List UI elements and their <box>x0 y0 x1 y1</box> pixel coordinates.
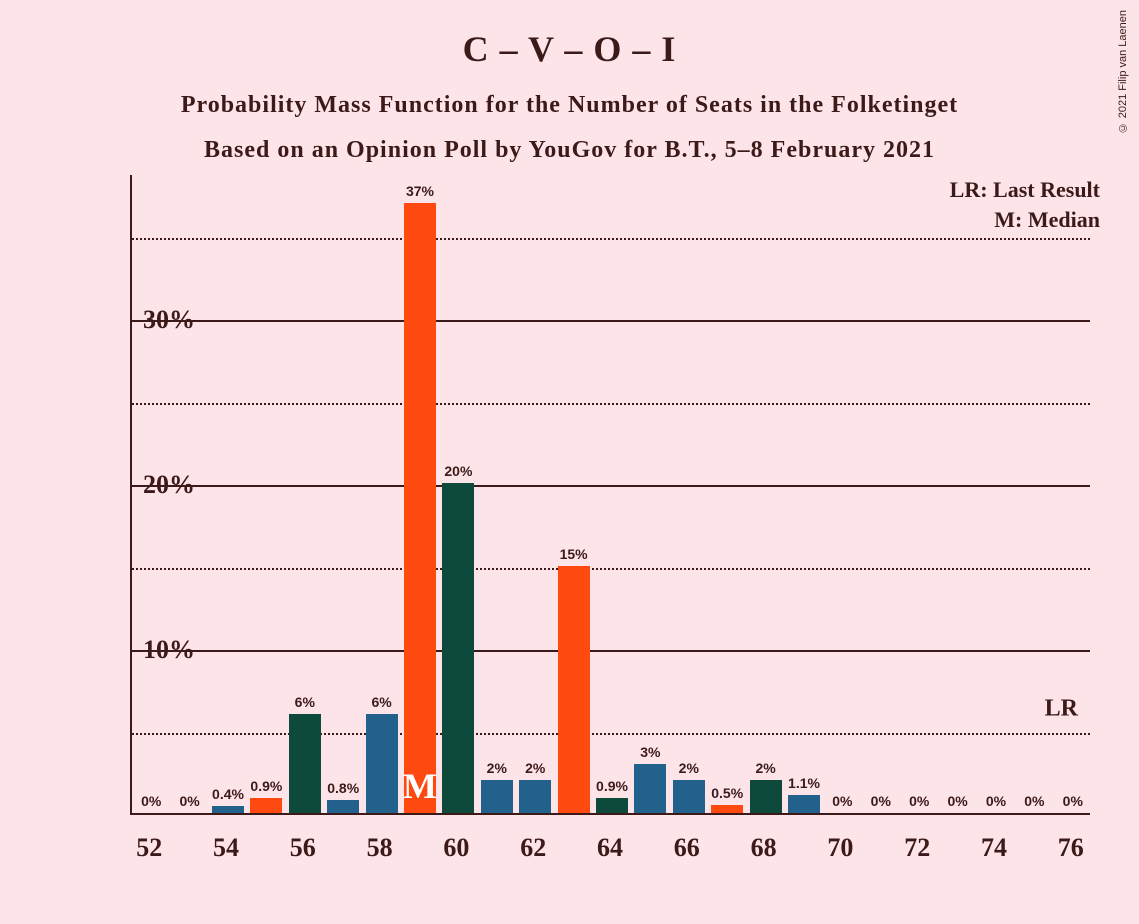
grid-line <box>132 320 1090 322</box>
bar: 2% <box>673 780 705 813</box>
bar: 2% <box>519 780 551 813</box>
chart-subtitle-2: Based on an Opinion Poll by YouGov for B… <box>0 119 1139 164</box>
bar-value-label: 0% <box>832 793 852 813</box>
bar-value-label: 0.5% <box>711 785 743 805</box>
bar-value-label: 6% <box>371 694 391 714</box>
chart-subtitle-1: Probability Mass Function for the Number… <box>0 70 1139 119</box>
chart-title: C – V – O – I <box>0 0 1139 70</box>
bar-value-label: 2% <box>755 760 775 780</box>
grid-line <box>132 238 1090 240</box>
bar: 2% <box>750 780 782 813</box>
bar-value-label: 37% <box>406 183 434 203</box>
bar-value-label: 0% <box>1063 793 1083 813</box>
median-marker: M <box>403 765 437 807</box>
x-tick-label: 72 <box>904 833 930 863</box>
bar: 0.8% <box>327 800 359 813</box>
bar-value-label: 2% <box>525 760 545 780</box>
bar: 0.9% <box>250 798 282 813</box>
bar: 15% <box>558 566 590 813</box>
bar-value-label: 15% <box>560 546 588 566</box>
lr-inline-label: LR <box>1045 695 1078 722</box>
bar-value-label: 0% <box>1024 793 1044 813</box>
x-tick-label: 58 <box>367 833 393 863</box>
bar: 37%M <box>404 203 436 813</box>
bar-value-label: 1.1% <box>788 775 820 795</box>
bar-value-label: 2% <box>487 760 507 780</box>
grid-line <box>132 568 1090 570</box>
x-tick-label: 74 <box>981 833 1007 863</box>
x-tick-label: 68 <box>751 833 777 863</box>
bar-value-label: 0% <box>909 793 929 813</box>
y-tick-label: 30% <box>143 305 195 335</box>
bar-value-label: 0.8% <box>327 780 359 800</box>
bar-value-label: 2% <box>679 760 699 780</box>
x-tick-label: 70 <box>827 833 853 863</box>
bar-value-label: 0% <box>179 793 199 813</box>
grid-line <box>132 733 1090 735</box>
x-tick-label: 62 <box>520 833 546 863</box>
bar-value-label: 0.9% <box>596 778 628 798</box>
x-tick-label: 64 <box>597 833 623 863</box>
bar: 1.1% <box>788 795 820 813</box>
bar: 3% <box>634 764 666 813</box>
x-tick-label: 54 <box>213 833 239 863</box>
bar-value-label: 0.4% <box>212 786 244 806</box>
bar-value-label: 6% <box>295 694 315 714</box>
copyright-text: © 2021 Filip van Laenen <box>1117 10 1129 133</box>
bar-value-label: 3% <box>640 744 660 764</box>
bar: 6% <box>366 714 398 813</box>
bar: 0.5% <box>711 805 743 813</box>
bar: 20% <box>442 483 474 813</box>
bar-value-label: 0.9% <box>250 778 282 798</box>
bar-value-label: 0% <box>947 793 967 813</box>
bar: 0.4% <box>212 806 244 813</box>
y-tick-label: 10% <box>143 635 195 665</box>
grid-line <box>132 650 1090 652</box>
grid-line <box>132 485 1090 487</box>
x-tick-label: 76 <box>1058 833 1084 863</box>
bar: 2% <box>481 780 513 813</box>
plot-area: 10%20%30%LR0%0%0.4%0.9%6%0.8%6%37%M20%2%… <box>130 175 1090 815</box>
bar-value-label: 0% <box>871 793 891 813</box>
bar: 6% <box>289 714 321 813</box>
bar-value-label: 20% <box>444 463 472 483</box>
grid-line <box>132 403 1090 405</box>
chart-container: LR: Last Result M: Median 10%20%30%LR0%0… <box>50 175 1110 895</box>
y-tick-label: 20% <box>143 470 195 500</box>
bar-value-label: 0% <box>986 793 1006 813</box>
x-tick-label: 52 <box>136 833 162 863</box>
x-tick-label: 56 <box>290 833 316 863</box>
bar: 0.9% <box>596 798 628 813</box>
x-tick-label: 66 <box>674 833 700 863</box>
x-tick-label: 60 <box>443 833 469 863</box>
bar-value-label: 0% <box>141 793 161 813</box>
